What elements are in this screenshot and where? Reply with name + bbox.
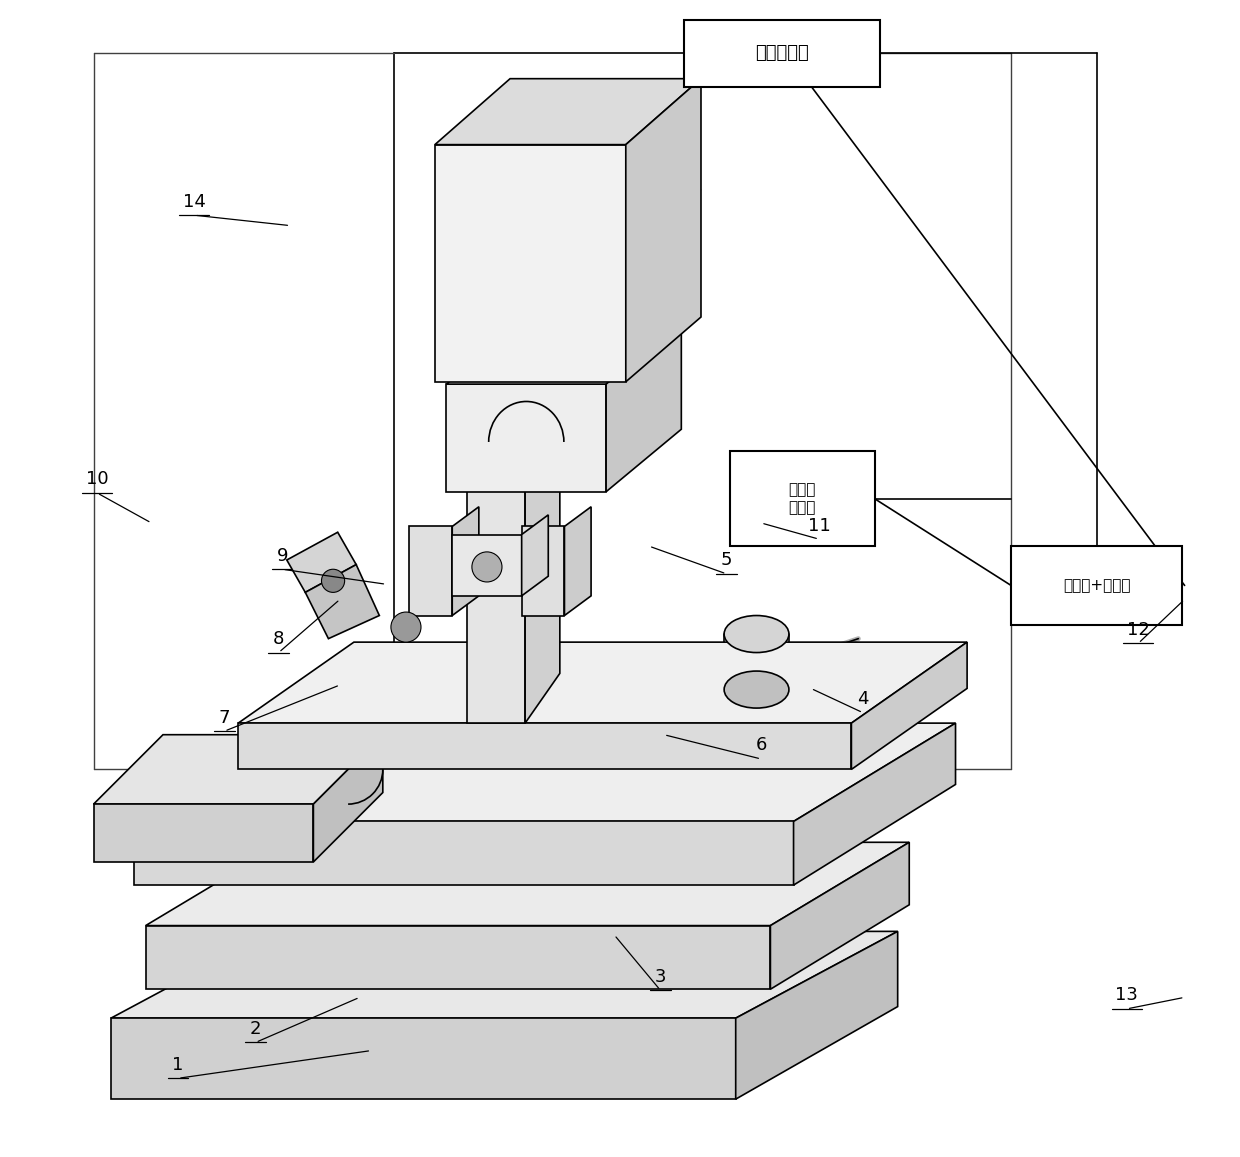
Polygon shape	[467, 205, 559, 255]
Polygon shape	[305, 565, 379, 639]
Polygon shape	[626, 79, 701, 382]
Circle shape	[472, 552, 502, 582]
Polygon shape	[453, 507, 479, 616]
Text: 3: 3	[655, 967, 666, 986]
Polygon shape	[446, 322, 681, 384]
Polygon shape	[564, 507, 591, 616]
Polygon shape	[110, 1018, 735, 1099]
Polygon shape	[134, 723, 956, 821]
Text: 13: 13	[1115, 986, 1138, 1004]
Polygon shape	[134, 821, 794, 885]
Polygon shape	[770, 842, 909, 989]
Polygon shape	[522, 526, 564, 616]
Bar	[683, 20, 880, 87]
Ellipse shape	[724, 616, 789, 653]
Text: 7: 7	[218, 708, 231, 727]
Polygon shape	[145, 842, 909, 926]
Polygon shape	[409, 526, 453, 616]
Polygon shape	[852, 642, 967, 769]
Text: 9: 9	[277, 546, 288, 565]
Polygon shape	[286, 532, 356, 592]
Polygon shape	[435, 79, 701, 145]
Text: 6: 6	[755, 736, 766, 754]
Bar	[730, 451, 874, 546]
Polygon shape	[467, 255, 525, 723]
Text: 2: 2	[249, 1019, 262, 1038]
Polygon shape	[238, 642, 967, 723]
Text: 8: 8	[273, 629, 284, 648]
Polygon shape	[453, 535, 522, 596]
Text: 上位机软件: 上位机软件	[755, 44, 808, 62]
Text: 11: 11	[807, 516, 831, 535]
Ellipse shape	[724, 671, 789, 708]
Text: 5: 5	[720, 551, 732, 569]
Polygon shape	[145, 926, 770, 989]
Polygon shape	[435, 145, 626, 382]
Polygon shape	[525, 205, 559, 723]
Text: 10: 10	[86, 470, 108, 488]
Text: 驱动器+控制器: 驱动器+控制器	[1063, 578, 1131, 592]
Text: 4: 4	[857, 690, 869, 708]
Polygon shape	[606, 322, 681, 492]
Polygon shape	[314, 735, 383, 862]
Polygon shape	[794, 723, 956, 885]
Circle shape	[321, 569, 345, 592]
Polygon shape	[735, 931, 898, 1099]
Polygon shape	[110, 931, 898, 1018]
Bar	[1011, 546, 1182, 625]
Text: 12: 12	[1127, 620, 1149, 639]
Polygon shape	[238, 723, 852, 769]
Text: 高压直
流电源: 高压直 流电源	[789, 482, 816, 515]
Polygon shape	[93, 735, 383, 804]
Text: 14: 14	[182, 192, 206, 211]
Text: 1: 1	[172, 1055, 184, 1074]
Polygon shape	[522, 515, 548, 596]
Circle shape	[391, 612, 422, 642]
Polygon shape	[93, 804, 314, 862]
Polygon shape	[446, 384, 606, 492]
